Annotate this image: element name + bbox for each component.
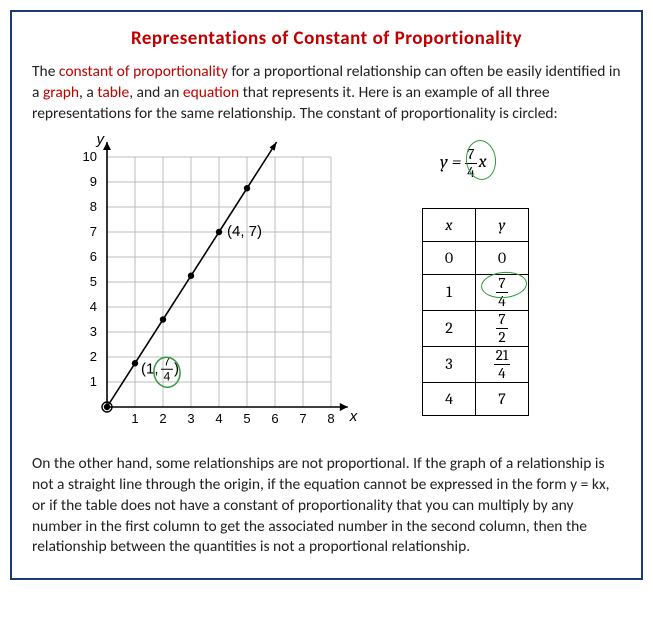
right-column: y = 74x x y 00174272321447	[422, 147, 529, 416]
table-body: 00174272321447	[423, 241, 529, 415]
cell-x: 3	[423, 346, 476, 382]
cell-y: 72	[476, 310, 529, 346]
hl-equation: equation	[183, 83, 239, 102]
cell-fraction: 72	[496, 312, 507, 345]
intro-paragraph: The constant of proportionality for a pr…	[32, 62, 621, 125]
svg-text:x: x	[349, 408, 358, 425]
svg-text:4: 4	[90, 299, 97, 314]
svg-text:3: 3	[90, 324, 97, 339]
svg-text:5: 5	[243, 411, 250, 426]
cell-y: 74	[476, 274, 529, 310]
svg-text:2: 2	[90, 349, 97, 364]
intro-text: , a	[79, 83, 97, 102]
svg-text:7: 7	[299, 411, 306, 426]
svg-text:7: 7	[90, 224, 97, 239]
cell-y: 214	[476, 346, 529, 382]
cell-fraction: 214	[494, 348, 511, 381]
data-table: x y 00174272321447	[422, 208, 529, 416]
svg-text:1: 1	[90, 374, 97, 389]
svg-text:(4, 7): (4, 7)	[227, 223, 262, 240]
cell-x: 2	[423, 310, 476, 346]
svg-text:5: 5	[90, 274, 97, 289]
svg-text:8: 8	[327, 411, 334, 426]
graph-svg: 1234567812345678910yx(4, 7)(1, 74)	[52, 135, 372, 435]
table-row: 174	[423, 274, 529, 310]
cell-y: 0	[476, 241, 529, 274]
cell-x: 4	[423, 382, 476, 415]
cell-x: 1	[423, 274, 476, 310]
hl-constant: constant of proportionality	[59, 62, 228, 81]
svg-text:3: 3	[187, 411, 194, 426]
svg-text:2: 2	[159, 411, 166, 426]
intro-text: , and an	[129, 83, 183, 102]
col-x: x	[423, 208, 476, 241]
table-row: 00	[423, 241, 529, 274]
svg-text:7: 7	[164, 354, 171, 368]
outro-paragraph: On the other hand, some relationships ar…	[32, 454, 621, 559]
graph-panel: 1234567812345678910yx(4, 7)(1, 74)	[52, 135, 382, 440]
representations-row: 1234567812345678910yx(4, 7)(1, 74) y = 7…	[32, 135, 621, 440]
eq-lhs: y =	[440, 151, 465, 172]
table-row: 2 72	[423, 310, 529, 346]
equation: y = 74x	[440, 147, 529, 180]
svg-text:10: 10	[83, 149, 97, 164]
svg-text:4: 4	[215, 411, 222, 426]
circle-icon	[480, 270, 528, 300]
hl-graph: graph	[43, 83, 79, 102]
lesson-box: Representations of Constant of Proportio…	[10, 10, 643, 580]
table-head-row: x y	[423, 208, 529, 241]
svg-text:6: 6	[90, 249, 97, 264]
cell-x: 0	[423, 241, 476, 274]
table-row: 47	[423, 382, 529, 415]
hl-table: table	[97, 83, 129, 102]
cell-y: 7	[476, 382, 529, 415]
svg-text:8: 8	[90, 199, 97, 214]
svg-text:9: 9	[90, 174, 97, 189]
svg-text:6: 6	[271, 411, 278, 426]
table-row: 3 214	[423, 346, 529, 382]
svg-text:1: 1	[131, 411, 138, 426]
col-y: y	[476, 208, 529, 241]
svg-text:4: 4	[164, 369, 171, 383]
svg-text:y: y	[96, 135, 106, 148]
page-title: Representations of Constant of Proportio…	[32, 27, 621, 50]
intro-text: The	[32, 62, 59, 81]
